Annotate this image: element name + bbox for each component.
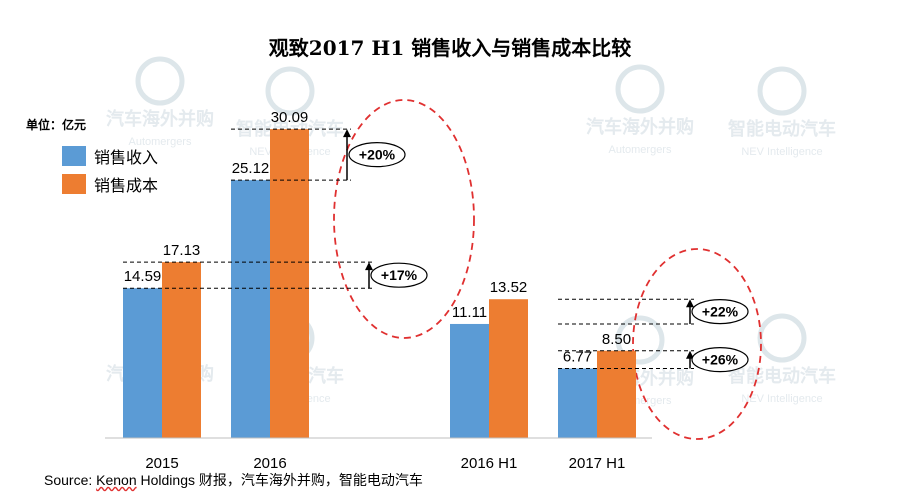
change-badge-label: +17%: [381, 267, 418, 283]
bar-revenue-1: [231, 180, 270, 439]
value-label: 6.77: [563, 349, 592, 366]
arrow-up-icon: [686, 350, 694, 359]
annotation-1: +17%: [123, 261, 428, 289]
bar-revenue-0: [123, 288, 162, 438]
annotation-2: +22%: [558, 298, 749, 325]
value-label: 11.11: [452, 304, 487, 321]
value-label: 25.12: [232, 160, 270, 177]
change-badge-label: +22%: [702, 304, 739, 320]
legend-label-revenue: 销售收入: [94, 148, 159, 167]
chart-title: 观致2017 H1 销售收入与销售成本比较: [268, 36, 632, 60]
arrow-up-icon: [365, 262, 373, 271]
watermark-subtext: Automergers: [129, 136, 192, 148]
watermark-text: 汽车海外并购: [106, 108, 214, 130]
arrow-up-icon: [686, 299, 694, 308]
difference-annotations: +20% +17% +22% +26%: [123, 128, 749, 373]
value-label: 17.13: [163, 242, 201, 259]
change-badge: [691, 347, 749, 373]
arrow-up-icon: [343, 129, 351, 138]
bar-cost-4: [597, 350, 636, 438]
value-label: 13.52: [490, 279, 528, 296]
watermark-text: 智能电动汽车: [728, 118, 836, 140]
watermark-logo-icon: [615, 64, 665, 114]
change-badge-label: +26%: [702, 352, 739, 368]
highlight-ellipses: [333, 99, 762, 440]
value-label: 30.09: [271, 109, 309, 126]
change-badge: [691, 298, 749, 325]
watermark-subtext: Automergers: [609, 144, 672, 156]
source-rest: Holdings 财报，汽车海外并购，智能电动汽车: [136, 472, 423, 488]
legend-swatch-cost: [62, 174, 86, 194]
source-kenon: Kenon: [96, 472, 137, 488]
legend-item-revenue: 销售收入: [62, 142, 158, 170]
watermark-text: 汽车海外并购: [586, 116, 694, 138]
legend-swatch-revenue: [62, 146, 86, 166]
watermark-logo-icon: [757, 313, 807, 363]
x-tick-label: 2017 H1: [569, 455, 626, 472]
x-tick-label: 2016 H1: [461, 455, 518, 472]
watermark-text: 智能电动汽车: [728, 365, 836, 387]
source-prefix: Source:: [44, 472, 97, 488]
watermark-logo-icon: [135, 56, 185, 106]
change-badge-label: +20%: [359, 147, 396, 163]
watermark-subtext: NEV Intelligence: [741, 146, 822, 158]
value-labels: 14.59 25.12 11.11 6.77 17.13 30.09 13.52 8.50: [124, 109, 631, 365]
bar-cost-0: [162, 262, 201, 438]
watermark-subtext: NEV Intelligence: [741, 393, 822, 405]
bar-cost-1: [270, 129, 309, 438]
bar-cost-3: [489, 299, 528, 438]
x-axis: 2015 2016 2016 H1 2017 H1: [105, 437, 652, 472]
watermark-logo-icon: [615, 315, 665, 365]
value-label: 8.50: [602, 331, 631, 348]
x-tick-label: 2015: [145, 455, 178, 472]
legend: 销售收入 销售成本: [62, 142, 158, 198]
annotation-3: +26%: [558, 347, 749, 373]
change-badge: [370, 262, 428, 288]
change-badge: [348, 142, 406, 168]
watermark-logo-icon: [265, 66, 315, 116]
highlight-ellipse: [333, 99, 475, 339]
bar-revenue-3: [450, 323, 489, 438]
source-note: Source: Kenon Holdings 财报，汽车海外并购，智能电动汽车: [44, 470, 423, 490]
legend-item-cost: 销售成本: [62, 170, 158, 198]
unit-label: 单位：亿元: [26, 118, 87, 132]
watermark-logo-icon: [757, 66, 807, 116]
highlight-ellipse: [632, 248, 762, 440]
bar-revenue-4: [558, 368, 597, 438]
value-label: 14.59: [124, 268, 162, 285]
legend-label-cost: 销售成本: [94, 176, 159, 195]
x-tick-label: 2016: [253, 455, 286, 472]
annotation-0: +20%: [231, 128, 406, 181]
